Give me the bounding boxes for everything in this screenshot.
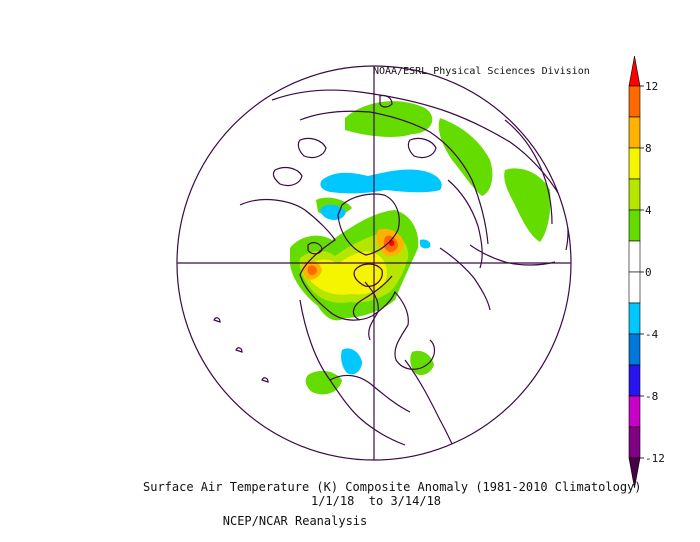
- anomaly-patch-cold-4: [320, 204, 346, 220]
- credit-text: NOAA/ESRL Physical Sciences Division: [373, 66, 590, 77]
- anomaly-patch-cold-4: [420, 239, 431, 249]
- colorbar-bin: [628, 271, 641, 304]
- colorbar-bin: [628, 240, 641, 273]
- colorbar-bin: [628, 178, 641, 211]
- anomaly-patch-cold-4: [341, 348, 362, 375]
- anomaly-patch-cold-4: [320, 169, 442, 194]
- anomaly-shading: [290, 101, 551, 395]
- coastline: [213, 89, 569, 459]
- colorbar-bin: [628, 209, 641, 242]
- colorbar-tick-label: 12: [645, 80, 659, 93]
- map-boundary-circle: [176, 65, 572, 461]
- anomaly-patch-warm-12: [307, 265, 317, 275]
- colorbar: [628, 55, 644, 489]
- anomaly-patch-warm-4: [410, 350, 434, 376]
- colorbar-tick-label: 8: [645, 142, 652, 155]
- anomaly-patch-warm-4: [438, 118, 493, 196]
- colorbar-bin: [628, 457, 641, 489]
- anomaly-patch-warm-4: [345, 101, 433, 137]
- anomaly-patch-warm-4: [504, 168, 551, 242]
- colorbar-bin: [628, 85, 641, 118]
- colorbar-bin: [628, 55, 641, 87]
- colorbar-tick-label: -4: [645, 328, 659, 341]
- colorbar-tick-label: -12: [645, 452, 665, 465]
- colorbar-bin: [628, 426, 641, 459]
- colorbar-bin: [628, 147, 641, 180]
- colorbar-bin: [628, 333, 641, 366]
- dataset-name: NCEP/NCAR Reanalysis: [222, 514, 368, 528]
- colorbar-bin: [628, 302, 641, 335]
- map-grid: [176, 65, 572, 461]
- map-title: Surface Air Temperature (K) Composite An…: [143, 480, 642, 494]
- colorbar-bin: [628, 395, 641, 428]
- colorbar-bin: [628, 364, 641, 397]
- anomaly-patch-warm-4: [305, 370, 342, 395]
- colorbar-bin: [628, 116, 641, 149]
- colorbar-tick-label: 0: [645, 266, 652, 279]
- colorbar-tick-label: -8: [645, 390, 659, 403]
- colorbar-tick-label: 4: [645, 204, 652, 217]
- date-range: 1/1/18 to 3/14/18: [310, 494, 442, 508]
